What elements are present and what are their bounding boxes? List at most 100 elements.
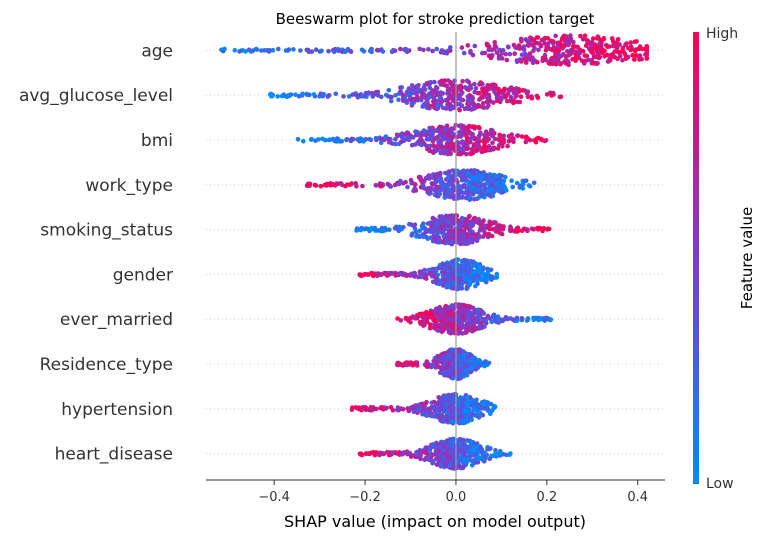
beeswarm-point (446, 149, 452, 154)
beeswarm-point (386, 452, 392, 458)
beeswarm-point (444, 317, 449, 323)
beeswarm-point (467, 195, 472, 200)
beeswarm-point (476, 235, 482, 240)
beeswarm-point (534, 40, 539, 46)
beeswarm-point (465, 94, 471, 100)
beeswarm-point (589, 39, 595, 45)
beeswarm-point (434, 224, 439, 230)
beeswarm-point (354, 184, 359, 189)
beeswarm-point (486, 188, 492, 194)
beeswarm-point (510, 317, 516, 322)
beeswarm-point (473, 86, 479, 91)
beeswarm-point (595, 53, 600, 59)
beeswarm-point (526, 53, 531, 58)
beeswarm-point (628, 44, 634, 50)
beeswarm-point (298, 48, 303, 53)
beeswarm-point (404, 49, 410, 55)
beeswarm-point (396, 141, 402, 147)
beeswarm-point (450, 182, 455, 187)
x-tick-label: 0.4 (627, 490, 648, 505)
beeswarm-point (519, 228, 525, 233)
beeswarm-point (560, 35, 566, 40)
beeswarm-point (332, 138, 337, 144)
beeswarm-point (347, 182, 353, 188)
beeswarm-point (436, 265, 441, 271)
beeswarm-point (452, 270, 458, 276)
beeswarm-point (426, 267, 432, 273)
beeswarm-point (419, 401, 425, 407)
beeswarm-point (477, 125, 482, 131)
beeswarm-point (496, 89, 502, 94)
beeswarm-point (556, 53, 562, 59)
beeswarm-point (509, 228, 514, 233)
beeswarm-point (460, 308, 466, 314)
beeswarm-point (339, 138, 345, 144)
beeswarm-point (422, 450, 428, 455)
beeswarm-point (405, 130, 411, 136)
beeswarm-point (489, 408, 495, 414)
beeswarm-point (580, 37, 586, 42)
beeswarm-point (326, 48, 331, 54)
beeswarm-point (461, 352, 467, 358)
beeswarm-point (513, 94, 518, 99)
beeswarm-point (468, 97, 473, 103)
beeswarm-point (333, 91, 339, 97)
beeswarm-point (425, 146, 430, 152)
beeswarm-point (530, 56, 536, 62)
beeswarm-point (427, 94, 433, 100)
beeswarm-point (598, 37, 603, 43)
beeswarm-point (417, 228, 423, 234)
beeswarm-point (427, 85, 433, 91)
beeswarm-point (464, 105, 469, 111)
beeswarm-point (467, 123, 472, 129)
beeswarm-point (430, 460, 436, 466)
beeswarm-point (461, 124, 466, 130)
beeswarm-point (605, 59, 611, 64)
beeswarm-point (470, 102, 476, 107)
beeswarm-point (465, 136, 471, 141)
beeswarm-point (632, 48, 638, 54)
beeswarm-point (517, 57, 523, 62)
beeswarm-point (421, 221, 426, 226)
beeswarm-point (441, 187, 446, 192)
beeswarm-point (473, 147, 479, 153)
chart-title: Beeswarm plot for stroke prediction targ… (276, 10, 595, 28)
beeswarm-point (505, 91, 511, 96)
beeswarm-point (409, 101, 415, 107)
x-tick-label: 0.2 (536, 490, 557, 505)
beeswarm-point (430, 363, 436, 369)
beeswarm-point (438, 175, 444, 181)
feature-label: work_type (85, 176, 173, 196)
beeswarm-point (393, 136, 398, 142)
beeswarm-point (475, 273, 480, 279)
beeswarm-point (476, 363, 481, 368)
beeswarm-point (440, 144, 445, 150)
beeswarm-point (469, 417, 475, 423)
beeswarm-point (457, 107, 463, 113)
beeswarm-point (460, 397, 466, 403)
beeswarm-point (429, 91, 435, 96)
beeswarm-point (461, 357, 467, 363)
beeswarm-point (455, 325, 461, 331)
beeswarm-point (468, 223, 474, 229)
beeswarm-point (422, 87, 428, 92)
beeswarm-point (460, 239, 466, 244)
beeswarm-point (639, 56, 644, 62)
beeswarm-point (426, 314, 432, 320)
beeswarm-point (472, 43, 478, 49)
beeswarm-point (644, 56, 650, 61)
beeswarm-point (491, 100, 496, 105)
beeswarm-point (471, 197, 477, 202)
beeswarm-point (360, 183, 365, 189)
beeswarm-point (501, 133, 507, 139)
beeswarm-point (447, 189, 453, 194)
beeswarm-point (476, 195, 482, 200)
beeswarm-point (418, 453, 423, 459)
beeswarm-point (573, 58, 578, 63)
beeswarm-point (549, 93, 554, 98)
beeswarm-point (461, 182, 467, 188)
beeswarm-point (355, 93, 360, 98)
beeswarm-point (420, 225, 426, 231)
beeswarm-point (448, 278, 453, 283)
beeswarm-point (428, 80, 434, 85)
